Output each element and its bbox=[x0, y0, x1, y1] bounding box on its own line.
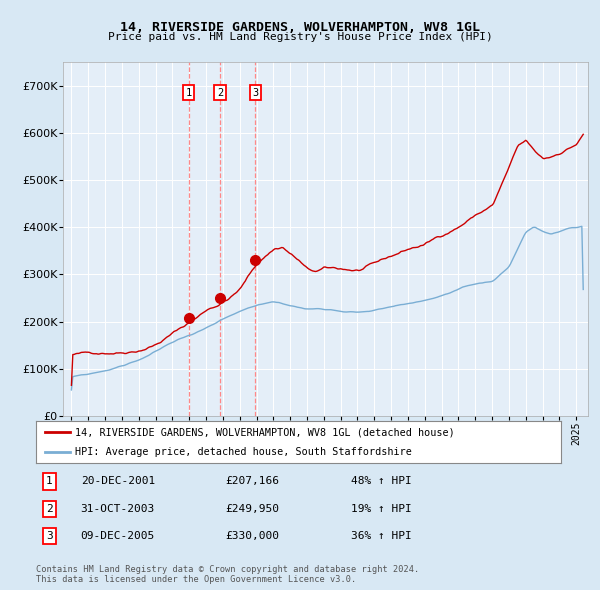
Text: 20-DEC-2001: 20-DEC-2001 bbox=[80, 477, 155, 487]
Text: 31-OCT-2003: 31-OCT-2003 bbox=[80, 504, 155, 514]
Text: HPI: Average price, detached house, South Staffordshire: HPI: Average price, detached house, Sout… bbox=[76, 447, 412, 457]
Text: 14, RIVERSIDE GARDENS, WOLVERHAMPTON, WV8 1GL: 14, RIVERSIDE GARDENS, WOLVERHAMPTON, WV… bbox=[120, 21, 480, 34]
Text: £207,166: £207,166 bbox=[225, 477, 279, 487]
Text: 3: 3 bbox=[252, 88, 259, 97]
Text: 36% ↑ HPI: 36% ↑ HPI bbox=[351, 531, 412, 541]
Text: 48% ↑ HPI: 48% ↑ HPI bbox=[351, 477, 412, 487]
Text: 3: 3 bbox=[46, 531, 53, 541]
Text: 09-DEC-2005: 09-DEC-2005 bbox=[80, 531, 155, 541]
Text: £330,000: £330,000 bbox=[225, 531, 279, 541]
Text: Contains HM Land Registry data © Crown copyright and database right 2024.
This d: Contains HM Land Registry data © Crown c… bbox=[36, 565, 419, 584]
Text: 2: 2 bbox=[46, 504, 53, 514]
Text: £249,950: £249,950 bbox=[225, 504, 279, 514]
Text: 19% ↑ HPI: 19% ↑ HPI bbox=[351, 504, 412, 514]
Text: 2: 2 bbox=[217, 88, 223, 97]
Text: 14, RIVERSIDE GARDENS, WOLVERHAMPTON, WV8 1GL (detached house): 14, RIVERSIDE GARDENS, WOLVERHAMPTON, WV… bbox=[76, 427, 455, 437]
Text: 1: 1 bbox=[46, 477, 53, 487]
Text: 1: 1 bbox=[185, 88, 191, 97]
Text: Price paid vs. HM Land Registry's House Price Index (HPI): Price paid vs. HM Land Registry's House … bbox=[107, 32, 493, 42]
